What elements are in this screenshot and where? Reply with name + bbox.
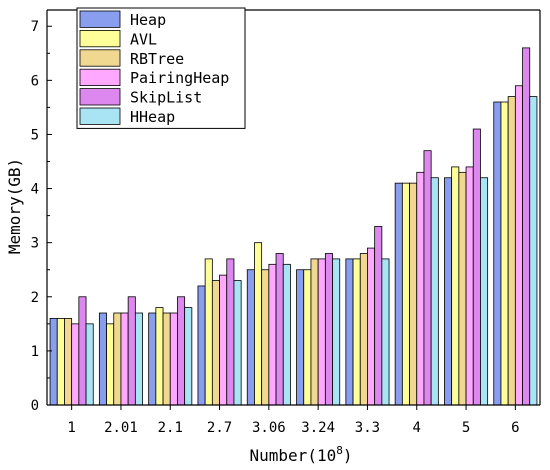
bar-heap-8 bbox=[444, 177, 453, 406]
bar-skiplist-9 bbox=[522, 47, 531, 406]
legend-label-heap: Heap bbox=[130, 11, 166, 29]
x-tick-label: 1 bbox=[67, 420, 75, 436]
x-tick-label: 3.24 bbox=[301, 420, 335, 436]
bar-heap-2 bbox=[148, 312, 157, 406]
x-tick-label: 5 bbox=[462, 420, 470, 436]
bar-hheap-5 bbox=[332, 258, 341, 406]
y-tick-label: 0 bbox=[31, 398, 39, 414]
bar-pairingheap-2 bbox=[169, 312, 178, 406]
bar-avl-1 bbox=[106, 323, 115, 406]
legend-swatch-pairingheap bbox=[79, 68, 121, 86]
bar-rbtree-6 bbox=[359, 253, 368, 406]
x-axis-title-main: Number(10 bbox=[250, 446, 337, 465]
bar-skiplist-8 bbox=[472, 128, 481, 406]
legend-label-skiplist: SkipList bbox=[130, 89, 202, 107]
legend-swatch-hheap bbox=[79, 107, 121, 125]
legend-label-rbtree: RBTree bbox=[130, 50, 184, 68]
x-tick-label: 2.01 bbox=[104, 420, 138, 436]
bar-heap-1 bbox=[98, 312, 107, 406]
bar-pairingheap-7 bbox=[416, 171, 425, 406]
bar-hheap-6 bbox=[381, 258, 390, 406]
y-tick-label: 6 bbox=[31, 73, 39, 89]
bar-avl-5 bbox=[303, 269, 312, 406]
legend-label-avl: AVL bbox=[130, 30, 157, 48]
bar-skiplist-0 bbox=[78, 296, 87, 406]
bar-avl-6 bbox=[352, 258, 361, 406]
bar-pairingheap-8 bbox=[465, 166, 474, 406]
bar-heap-5 bbox=[296, 269, 305, 406]
legend-label-hheap: HHeap bbox=[130, 108, 175, 126]
x-tick-label: 2.1 bbox=[158, 420, 183, 436]
x-axis-title-close: ) bbox=[343, 446, 353, 465]
bar-skiplist-6 bbox=[374, 226, 383, 406]
bar-skiplist-5 bbox=[324, 253, 333, 406]
bar-avl-9 bbox=[500, 101, 509, 406]
y-tick-label: 1 bbox=[31, 344, 39, 360]
bar-hheap-0 bbox=[85, 323, 94, 406]
legend-label-pairingheap: PairingHeap bbox=[130, 69, 229, 87]
y-tick-label: 7 bbox=[31, 19, 39, 35]
bar-rbtree-7 bbox=[409, 182, 418, 406]
tick-labels-group: 0 1 2 3 4 5 6 7 1 2.01 2.1 2.7 3.06 3.24 3.3 4 5 6 bbox=[31, 19, 520, 436]
y-axis-title: Memory(GB) bbox=[5, 158, 24, 254]
bar-rbtree-3 bbox=[211, 280, 220, 406]
x-tick-label: 2.7 bbox=[207, 420, 232, 436]
x-axis-title-exponent: 8 bbox=[336, 444, 343, 457]
legend-swatch-rbtree bbox=[79, 49, 121, 67]
bar-pairingheap-6 bbox=[367, 247, 376, 406]
bar-hheap-2 bbox=[184, 307, 193, 406]
bar-avl-0 bbox=[56, 318, 65, 406]
bar-avl-2 bbox=[155, 307, 164, 406]
legend-swatch-heap bbox=[79, 10, 121, 28]
y-tick-label: 4 bbox=[31, 182, 39, 198]
bar-hheap-1 bbox=[134, 312, 143, 406]
bar-hheap-9 bbox=[529, 96, 538, 406]
y-tick-label: 5 bbox=[31, 127, 39, 143]
bar-avl-8 bbox=[451, 166, 460, 406]
bar-rbtree-8 bbox=[458, 171, 467, 406]
bar-heap-4 bbox=[246, 269, 255, 406]
bar-skiplist-1 bbox=[127, 296, 136, 406]
x-tick-label: 6 bbox=[511, 420, 519, 436]
bar-avl-3 bbox=[204, 258, 213, 406]
x-tick-label: 3.06 bbox=[252, 420, 286, 436]
bars-group bbox=[49, 47, 538, 406]
bar-rbtree-5 bbox=[310, 258, 319, 406]
bar-heap-7 bbox=[394, 182, 403, 406]
bar-heap-3 bbox=[197, 285, 206, 406]
bar-rbtree-1 bbox=[113, 312, 122, 406]
bar-skiplist-2 bbox=[177, 296, 186, 406]
bar-hheap-8 bbox=[480, 177, 489, 406]
bar-skiplist-4 bbox=[275, 253, 284, 406]
bar-avl-7 bbox=[401, 182, 410, 406]
bar-skiplist-3 bbox=[226, 258, 235, 406]
bar-rbtree-0 bbox=[64, 318, 73, 406]
y-tick-label: 2 bbox=[31, 290, 39, 306]
bar-heap-6 bbox=[345, 258, 354, 406]
bar-skiplist-7 bbox=[423, 150, 432, 406]
x-tick-label: 4 bbox=[413, 420, 421, 436]
bar-heap-0 bbox=[49, 318, 58, 406]
bar-rbtree-2 bbox=[162, 312, 171, 406]
bar-rbtree-9 bbox=[507, 96, 516, 406]
legend-swatch-skiplist bbox=[79, 88, 121, 106]
y-tick-label: 3 bbox=[31, 236, 39, 252]
bar-pairingheap-0 bbox=[71, 323, 80, 406]
bar-hheap-3 bbox=[233, 280, 242, 406]
bar-pairingheap-9 bbox=[514, 85, 523, 406]
x-axis-title: Number(108) bbox=[250, 444, 353, 465]
bar-hheap-7 bbox=[430, 177, 439, 406]
bar-pairingheap-3 bbox=[219, 274, 228, 406]
bar-pairingheap-4 bbox=[268, 263, 277, 406]
bar-hheap-4 bbox=[282, 263, 291, 406]
bar-rbtree-4 bbox=[261, 269, 270, 406]
bar-pairingheap-5 bbox=[317, 258, 326, 406]
x-tick-label: 3.3 bbox=[355, 420, 380, 436]
bar-avl-4 bbox=[254, 242, 263, 406]
bar-pairingheap-1 bbox=[120, 312, 129, 406]
bar-heap-9 bbox=[493, 101, 502, 406]
legend-swatch-avl bbox=[79, 29, 121, 48]
